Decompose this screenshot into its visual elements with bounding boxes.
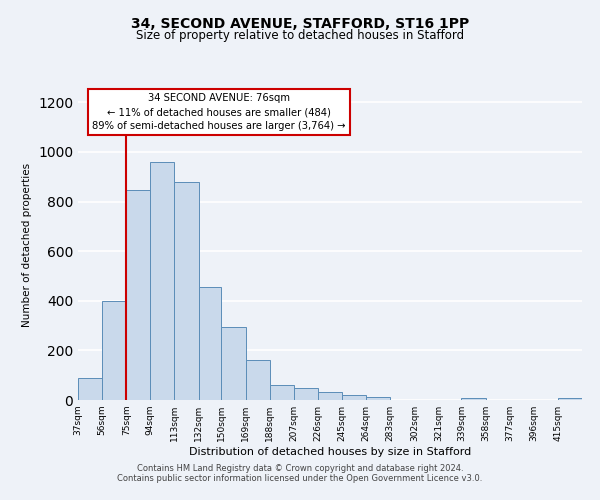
Bar (245, 360, 269, 400)
Bar (78, 378, 102, 400)
Text: 34 SECOND AVENUE: 76sqm
← 11% of detached houses are smaller (484)
89% of semi-d: 34 SECOND AVENUE: 76sqm ← 11% of detache… (92, 93, 346, 131)
Bar (151, 162, 175, 400)
Bar (461, 398, 485, 400)
Text: Size of property relative to detached houses in Stafford: Size of property relative to detached ho… (136, 29, 464, 42)
X-axis label: Distribution of detached houses by size in Stafford: Distribution of detached houses by size … (189, 447, 471, 457)
Bar (269, 385, 294, 400)
Text: Contains HM Land Registry data © Crown copyright and database right 2024.: Contains HM Land Registry data © Crown c… (137, 464, 463, 473)
Bar (318, 392, 342, 400)
Bar (342, 395, 366, 400)
Bar (221, 327, 245, 400)
Bar (102, 301, 126, 400)
Y-axis label: Number of detached properties: Number of detached properties (22, 163, 32, 327)
Text: 34, SECOND AVENUE, STAFFORD, ST16 1PP: 34, SECOND AVENUE, STAFFORD, ST16 1PP (131, 18, 469, 32)
Text: Contains public sector information licensed under the Open Government Licence v3: Contains public sector information licen… (118, 474, 482, 483)
Bar (126, 190, 151, 400)
Bar (366, 397, 391, 400)
Bar (199, 287, 221, 400)
Bar (294, 388, 318, 400)
Bar (175, 182, 199, 400)
Bar (558, 398, 582, 400)
